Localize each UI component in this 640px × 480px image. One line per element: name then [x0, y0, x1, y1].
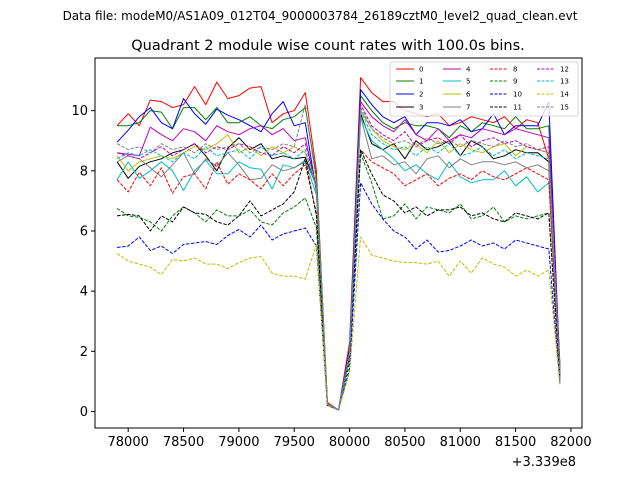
series-line-8: [116, 149, 561, 411]
series-line-1: [117, 95, 561, 411]
series-line-11: [117, 149, 561, 411]
x-tick-label: 80000: [329, 435, 370, 450]
y-tick-label: 2: [80, 345, 88, 360]
legend-label-5: 5: [466, 78, 470, 86]
y-tick-label: 4: [80, 285, 88, 300]
x-tick-label: 78000: [108, 435, 149, 450]
plot-frame: [94, 57, 583, 429]
x-tick-label: 81000: [440, 435, 481, 450]
legend-label-13: 13: [560, 78, 569, 86]
x-tick-label: 80500: [384, 435, 425, 450]
x-tick-label: 78500: [163, 435, 204, 450]
legend-label-12: 12: [560, 66, 569, 74]
legend-label-15: 15: [560, 104, 569, 112]
legend-label-14: 14: [560, 91, 569, 99]
x-tick-label: 79000: [218, 435, 259, 450]
legend-label-0: 0: [419, 66, 423, 74]
x-ticks: 78000 78500 79000 79500 80000 80500 81000 81500…: [108, 428, 592, 450]
y-tick-label: 10: [71, 104, 88, 119]
x-tick-label: 81500: [495, 435, 536, 450]
series-line-0: [116, 77, 561, 411]
legend-label-2: 2: [419, 91, 423, 99]
y-tick-label: 6: [80, 224, 88, 239]
legend-frame: [389, 61, 579, 117]
legend-label-6: 6: [466, 91, 471, 99]
y-ticks: 0 2 4 6 8 10: [71, 104, 95, 420]
y-tick-label: 8: [80, 164, 88, 179]
series-line-10: [117, 182, 561, 411]
x-tick-label: 82000: [550, 435, 591, 450]
series-line-9: [116, 152, 561, 411]
x-tick-label: 79500: [274, 435, 315, 450]
legend-label-9: 9: [513, 78, 517, 86]
series-line-5: [116, 116, 561, 411]
chart-title: Quadrant 2 module wise count rates with …: [131, 38, 525, 54]
series-line-7: [116, 116, 561, 411]
series-line-4: [117, 101, 561, 411]
legend-label-3: 3: [419, 104, 423, 112]
legend-label-8: 8: [513, 66, 517, 74]
legend-label-7: 7: [466, 104, 470, 112]
series-lines: [116, 77, 561, 411]
x-offset-label: +3.339e8: [512, 455, 576, 470]
legend-label-4: 4: [466, 66, 471, 74]
series-line-3: [116, 113, 561, 411]
legend-label-1: 1: [419, 78, 423, 86]
series-line-12: [116, 104, 561, 411]
series-line-15: [116, 104, 561, 411]
series-line-13: [116, 110, 561, 411]
y-tick-label: 0: [80, 405, 88, 420]
chart-suptitle: Data file: modeM0/AS1A09_012T04_90000037…: [63, 9, 578, 23]
legend-label-11: 11: [513, 104, 522, 112]
plot-area: [94, 57, 583, 429]
series-line-14: [116, 236, 561, 411]
legend-label-10: 10: [513, 91, 522, 99]
